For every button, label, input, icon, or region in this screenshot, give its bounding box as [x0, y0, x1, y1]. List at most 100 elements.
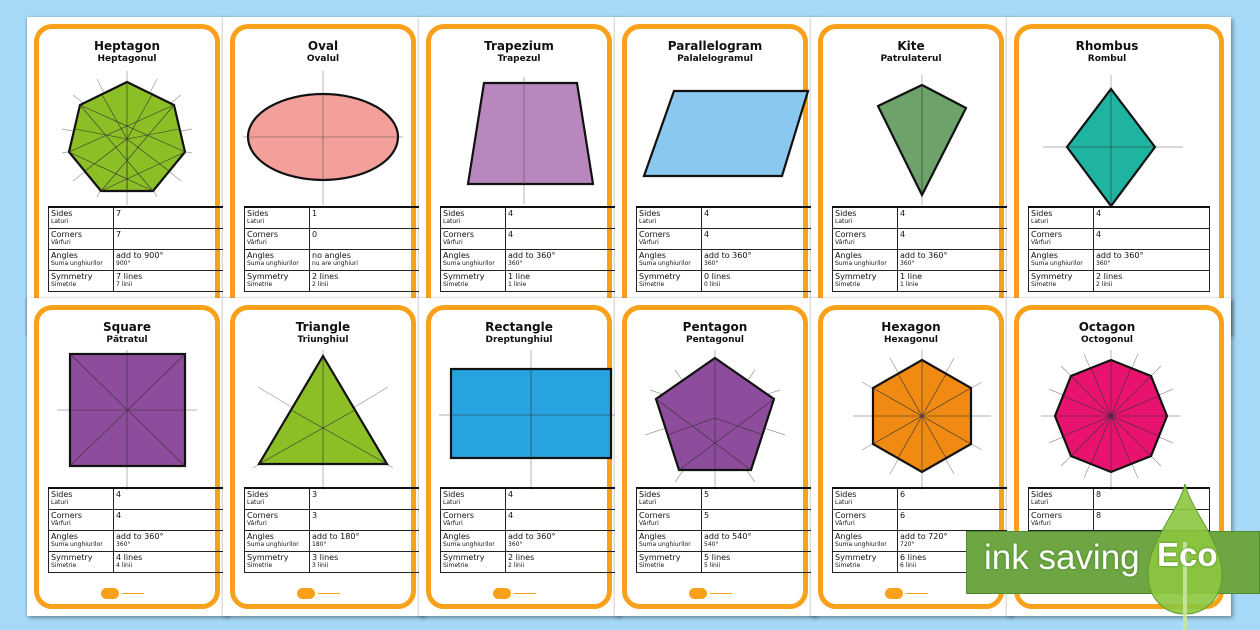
table-row-angles: Angles Suma unghiurilor add to 360° 360° [48, 530, 227, 552]
table-row-symmetry: Symmetry Simetrie 4 lines 4 linii [48, 551, 227, 573]
table-row-angles: Angles Suma unghiurilor add to 720° 720° [832, 530, 1011, 552]
table-row-angles: Angles Suma unghiurilor add to 360° 360° [636, 249, 815, 271]
table-row-angles: Angles Suma unghiurilor add to 360° 360° [440, 530, 619, 552]
card-subtitle: Palalelogramul [677, 54, 753, 64]
properties-table: Sides Laturi 4 Corners Vârfuri 4 Angles Suma … [636, 206, 815, 292]
card-title: Kite [897, 39, 925, 53]
card-hexagon: Hexagon Hexagonul Sides Laturi 6 Corners Vâ… [811, 298, 1011, 616]
twinkl-logo [689, 588, 741, 600]
table-row-sides: Sides Laturi 4 [832, 206, 1011, 229]
card-rectangle: Rectangle Dreptunghiul Sides Laturi 4 Corn… [419, 298, 619, 616]
card-frame [230, 305, 416, 609]
properties-table: Sides Laturi 4 Corners Vârfuri 4 Angles Suma … [440, 487, 619, 573]
card-title: Hexagon [881, 320, 941, 334]
table-row-sides: Sides Laturi 3 [244, 487, 423, 510]
pentagon-shape [644, 350, 786, 490]
card-subtitle: Hexagonul [883, 335, 939, 345]
heptagon-shape [61, 71, 193, 205]
card-title: Triangle [295, 320, 351, 334]
rhombus-shape [1043, 75, 1183, 208]
properties-table: Sides Laturi 4 Corners Vârfuri 4 Angles Suma … [832, 206, 1011, 292]
card-title: Pentagon [682, 320, 748, 334]
twinkl-logo [885, 588, 937, 600]
table-row-sides: Sides Laturi 4 [48, 487, 227, 510]
card-title: Octagon [1078, 320, 1136, 334]
table-row-corners: Corners Vârfuri 4 [440, 509, 619, 531]
twinkl-logo [493, 588, 545, 600]
properties-table: Sides Laturi 7 Corners Vârfuri 7 Angles Suma … [48, 206, 227, 292]
card-subtitle: Pentagonul [685, 335, 744, 345]
card-title: Rhombus [1075, 39, 1139, 53]
card-subtitle: Dreptunghiul [485, 335, 553, 345]
trapezium-shape [466, 77, 595, 204]
table-row-sides: Sides Laturi 8 [1028, 487, 1210, 510]
properties-table: Sides Laturi 8 Corners Vârfuri 8 Angles Suma … [1028, 487, 1210, 573]
table-row-sides: Sides Laturi 4 [440, 206, 619, 229]
properties-table: Sides Laturi 4 Corners Vârfuri 4 Angles Suma … [440, 206, 619, 292]
table-row-corners: Corners Vârfuri 0 [244, 228, 423, 250]
table-row-sides: Sides Laturi 4 [440, 487, 619, 510]
table-row-symmetry: Symmetry Simetrie 2 lines 2 linii [244, 270, 423, 292]
table-row-corners: Corners Vârfuri 4 [440, 228, 619, 250]
table-row-symmetry: Symmetry Simetrie 1 line 1 linie [440, 270, 619, 292]
card-title: Heptagon [94, 39, 160, 53]
table-row-angles: Angles Suma unghiurilor add to 1080° 1080° [1028, 530, 1210, 552]
table-row-sides: Sides Laturi 1 [244, 206, 423, 229]
properties-table: Sides Laturi 1 Corners Vârfuri 0 Angles Suma … [244, 206, 423, 292]
table-row-corners: Corners Vârfuri 8 [1028, 509, 1210, 531]
card-title: Rectangle [485, 320, 553, 334]
properties-table: Sides Laturi 4 Corners Vârfuri 4 Angles Suma … [1028, 206, 1210, 292]
oval-shape [243, 71, 403, 205]
table-row-sides: Sides Laturi 4 [1028, 206, 1210, 229]
card-title: Square [103, 320, 151, 334]
table-row-corners: Corners Vârfuri 4 [48, 509, 227, 531]
table-row-corners: Corners Vârfuri 4 [1028, 228, 1210, 250]
card-parallelogram: Parallelogram Palalelogramul Sides Laturi… [615, 17, 815, 335]
square-shape [57, 350, 197, 490]
card-subtitle: Rombul [1087, 54, 1127, 64]
card-square: Square Pătratul Sides Laturi 4 Corners Vârf… [27, 298, 227, 616]
card-rhombus: Rhombus Rombul Sides Laturi 4 Corners Vârfu… [1007, 17, 1231, 335]
table-row-symmetry: Symmetry Simetrie 2 lines 2 linii [440, 551, 619, 573]
kite-shape [876, 75, 968, 205]
table-row-sides: Sides Laturi 6 [832, 487, 1011, 510]
parallelogram-shape [642, 89, 810, 178]
card-frame [622, 305, 808, 609]
card-frame [818, 305, 1004, 609]
card-title: Oval [307, 39, 339, 53]
card-title: Parallelogram [667, 39, 763, 53]
card-triangle: Triangle Triunghiul Sides Laturi 3 Corners… [223, 298, 423, 616]
table-row-angles: Angles Suma unghiurilor no angles nu are un… [244, 249, 423, 271]
table-row-angles: Angles Suma unghiurilor add to 180° 180° [244, 530, 423, 552]
card-pentagon: Pentagon Pentagonul Sides Laturi 5 Corners… [615, 298, 815, 616]
table-row-angles: Angles Suma unghiurilor add to 360° 360° [832, 249, 1011, 271]
hexagon-shape [853, 350, 991, 490]
properties-table: Sides Laturi 3 Corners Vârfuri 3 Angles Suma … [244, 487, 423, 573]
card-subtitle: Heptagonul [97, 54, 157, 64]
card-subtitle: Patrulaterul [880, 54, 942, 64]
table-row-angles: Angles Suma unghiurilor add to 900° 900° [48, 249, 227, 271]
table-row-corners: Corners Vârfuri 7 [48, 228, 227, 250]
table-row-sides: Sides Laturi 7 [48, 206, 227, 229]
card-title: Trapezium [484, 39, 554, 53]
properties-table: Sides Laturi 6 Corners Vârfuri 6 Angles Suma … [832, 487, 1011, 573]
card-trapezium: Trapezium Trapezul Sides Laturi 4 Corners V… [419, 17, 619, 335]
table-row-angles: Angles Suma unghiurilor add to 540° 540° [636, 530, 815, 552]
table-row-corners: Corners Vârfuri 4 [832, 228, 1011, 250]
table-row-symmetry: Symmetry Simetrie 3 lines 3 linii [244, 551, 423, 573]
table-row-symmetry: Symmetry Simetrie 7 lines 7 linii [48, 270, 227, 292]
table-row-symmetry: Symmetry Simetrie 5 lines 5 linii [636, 551, 815, 573]
table-row-symmetry: Symmetry Simetrie 6 lines 6 linii [832, 551, 1011, 573]
table-row-angles: Angles Suma unghiurilor add to 360° 360° [440, 249, 619, 271]
table-row-corners: Corners Vârfuri 4 [636, 228, 815, 250]
table-row-angles: Angles Suma unghiurilor add to 360° 360° [1028, 249, 1210, 271]
properties-table: Sides Laturi 5 Corners Vârfuri 5 Angles Suma … [636, 487, 815, 573]
table-row-symmetry: Symmetry Simetrie 8 lines 8 linii [1028, 551, 1210, 573]
triangle-shape [252, 350, 394, 490]
card-subtitle: Octogonul [1081, 335, 1133, 345]
card-subtitle: Pătratul [106, 335, 148, 345]
card-kite: Kite Patrulaterul Sides Laturi 4 Corners Vâ… [811, 17, 1011, 335]
card-frame [34, 305, 220, 609]
table-row-symmetry: Symmetry Simetrie 2 lines 2 linii [1028, 270, 1210, 292]
rectangle-shape [439, 350, 619, 490]
